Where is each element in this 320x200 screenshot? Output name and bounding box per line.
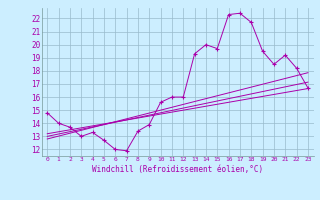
X-axis label: Windchill (Refroidissement éolien,°C): Windchill (Refroidissement éolien,°C) [92, 165, 263, 174]
